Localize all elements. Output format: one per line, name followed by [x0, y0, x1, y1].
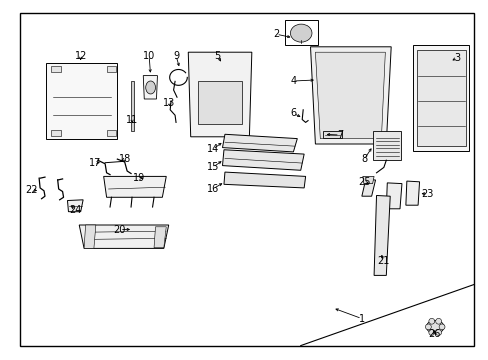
Ellipse shape [425, 324, 430, 330]
Text: 15: 15 [206, 162, 219, 172]
Polygon shape [51, 130, 61, 136]
Text: 10: 10 [142, 51, 155, 61]
Text: 24: 24 [69, 204, 82, 215]
Polygon shape [20, 13, 473, 346]
Polygon shape [405, 181, 419, 205]
Polygon shape [106, 130, 116, 136]
Polygon shape [373, 195, 389, 275]
Text: 13: 13 [162, 98, 175, 108]
Polygon shape [67, 200, 83, 212]
Polygon shape [361, 179, 375, 196]
Text: 11: 11 [125, 114, 138, 125]
Text: 23: 23 [421, 189, 433, 199]
Polygon shape [315, 52, 385, 139]
Polygon shape [412, 45, 468, 151]
Ellipse shape [435, 330, 441, 336]
Ellipse shape [428, 330, 434, 336]
Ellipse shape [435, 318, 441, 324]
Polygon shape [79, 225, 168, 248]
Polygon shape [143, 76, 157, 99]
Text: 17: 17 [89, 158, 102, 168]
Polygon shape [372, 131, 400, 160]
Text: 1: 1 [358, 314, 364, 324]
Ellipse shape [145, 81, 155, 94]
Polygon shape [224, 172, 305, 188]
Text: 8: 8 [361, 154, 366, 164]
Text: 2: 2 [273, 29, 279, 39]
Text: 18: 18 [118, 154, 131, 164]
Ellipse shape [426, 320, 443, 333]
Ellipse shape [428, 318, 434, 324]
Text: 14: 14 [206, 144, 219, 154]
Polygon shape [84, 225, 96, 248]
Polygon shape [131, 81, 134, 131]
Text: 9: 9 [173, 51, 179, 61]
Text: 7: 7 [336, 130, 342, 140]
Text: 5: 5 [214, 51, 220, 61]
Ellipse shape [290, 24, 311, 42]
Polygon shape [362, 176, 373, 184]
Polygon shape [416, 50, 465, 146]
Polygon shape [284, 20, 317, 45]
Text: 16: 16 [206, 184, 219, 194]
Text: 6: 6 [290, 108, 296, 118]
Polygon shape [198, 81, 242, 124]
Text: 20: 20 [113, 225, 126, 235]
Polygon shape [222, 150, 304, 170]
Ellipse shape [438, 324, 444, 330]
Polygon shape [46, 63, 117, 139]
Polygon shape [103, 176, 166, 197]
Polygon shape [188, 52, 251, 137]
Text: 3: 3 [453, 53, 459, 63]
Text: 26: 26 [427, 329, 440, 339]
Polygon shape [106, 66, 116, 72]
Text: 4: 4 [290, 76, 296, 86]
Text: 19: 19 [133, 173, 145, 183]
Text: 21: 21 [377, 256, 389, 266]
Polygon shape [154, 227, 166, 248]
Polygon shape [51, 66, 61, 72]
Text: 12: 12 [74, 51, 87, 61]
Polygon shape [322, 131, 342, 138]
Text: 22: 22 [25, 185, 38, 195]
Text: 25: 25 [357, 177, 370, 187]
Polygon shape [386, 183, 401, 209]
Polygon shape [222, 134, 297, 152]
Polygon shape [310, 47, 390, 144]
